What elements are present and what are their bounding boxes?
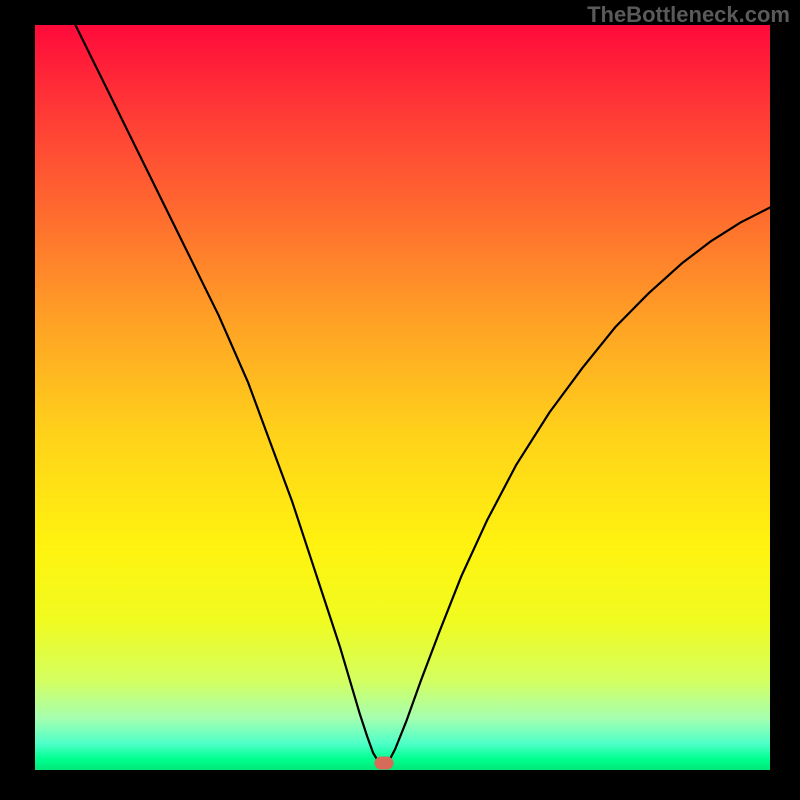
- bottleneck-curve: [75, 25, 770, 767]
- watermark-text: TheBottleneck.com: [587, 2, 790, 28]
- plot-area: [35, 25, 770, 770]
- chart-container: TheBottleneck.com: [0, 0, 800, 800]
- optimum-marker: [375, 757, 394, 770]
- curve-svg: [35, 25, 770, 770]
